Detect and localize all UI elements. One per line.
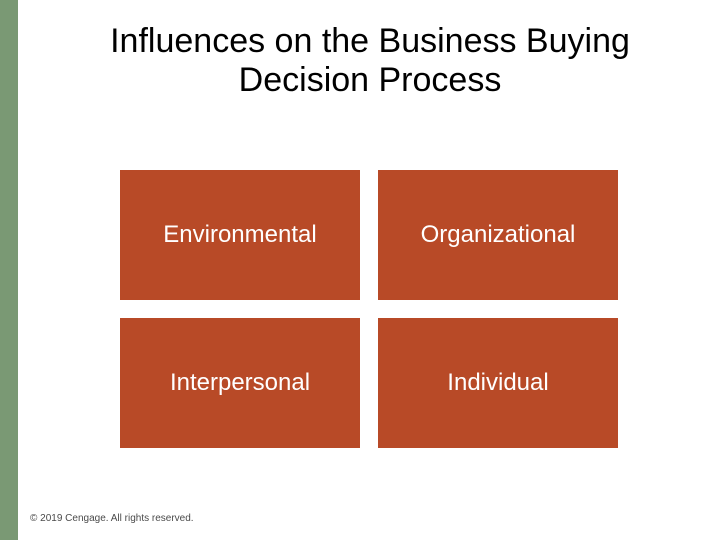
tile-label: Environmental: [163, 221, 316, 249]
influences-grid: Environmental Organizational Interperson…: [120, 170, 618, 448]
slide-title: Influences on the Business Buying Decisi…: [60, 22, 680, 100]
accent-sidebar: [0, 0, 18, 540]
slide-title-block: Influences on the Business Buying Decisi…: [60, 22, 680, 100]
tile-label: Individual: [447, 369, 548, 397]
tile-label: Organizational: [421, 221, 576, 249]
tile-individual: Individual: [378, 318, 618, 448]
tile-label: Interpersonal: [170, 369, 310, 397]
tile-environmental: Environmental: [120, 170, 360, 300]
tile-interpersonal: Interpersonal: [120, 318, 360, 448]
tile-organizational: Organizational: [378, 170, 618, 300]
copyright-footer: © 2019 Cengage. All rights reserved.: [30, 513, 194, 524]
